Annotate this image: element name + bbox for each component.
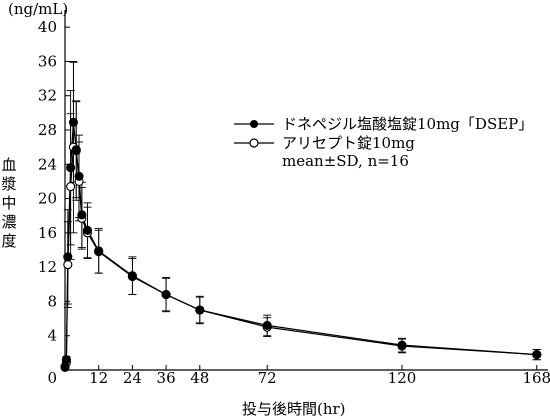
data-point-filled <box>127 271 137 281</box>
x-tick-label: 168 <box>522 369 550 387</box>
y-unit-label: (ng/mL) <box>8 0 69 18</box>
x-tick-label: 24 <box>123 369 142 387</box>
data-point-filled <box>262 320 272 330</box>
legend: ドネペジル塩酸塩錠10mg「DSEP」 アリセプト錠10mg mean±SD, … <box>234 115 533 171</box>
x-axis-title: 投与後時間(hr) <box>242 400 346 418</box>
y-axis-title-char: 漿 <box>1 175 17 193</box>
open-circle-marker-icon <box>234 138 274 148</box>
series-0 <box>62 61 541 367</box>
legend-label-dsep: ドネペジル塩酸塩錠10mg「DSEP」 <box>282 115 534 133</box>
data-point-filled <box>74 171 84 181</box>
y-axis-title-char: 度 <box>1 232 17 250</box>
y-axis-title-char: 血 <box>1 156 17 174</box>
data-point-filled <box>195 305 205 315</box>
series-1 <box>62 60 541 368</box>
y-ticks: 4 8 12 16 20 24 28 32 36 40 0 <box>38 18 70 387</box>
data-point-filled <box>397 340 407 350</box>
series-layer <box>60 60 542 372</box>
x-tick-label: 120 <box>388 369 417 387</box>
data-point-filled <box>61 355 71 365</box>
legend-item-aricept: アリセプト錠10mg <box>234 134 533 153</box>
data-point-filled <box>161 290 171 300</box>
data-point-open <box>66 182 76 192</box>
y-tick-label: 28 <box>38 121 57 139</box>
y-tick-label: 8 <box>47 292 57 310</box>
data-point-filled <box>66 163 76 173</box>
x-tick-label: 36 <box>157 369 176 387</box>
data-point-filled <box>82 225 93 235</box>
x-ticks: 12 24 36 48 72 120 168 <box>89 365 550 387</box>
data-point-filled <box>63 252 73 262</box>
data-point-open <box>63 260 73 270</box>
y-tick-label: 0 <box>47 369 57 387</box>
x-tick-label: 48 <box>190 369 209 387</box>
x-tick-label: 72 <box>258 369 277 387</box>
legend-note: mean±SD, n=16 <box>282 152 409 170</box>
y-tick-label: 4 <box>47 327 57 345</box>
x-tick-label: 12 <box>89 369 108 387</box>
y-tick-label: 24 <box>38 155 57 173</box>
y-axis-title: 血漿中濃度 <box>0 156 18 251</box>
data-point-filled <box>94 246 104 256</box>
y-tick-label: 32 <box>38 87 57 105</box>
series-line <box>64 145 537 368</box>
data-point-filled <box>532 350 542 360</box>
y-tick-label: 40 <box>38 18 57 36</box>
y-tick-label: 20 <box>38 190 57 208</box>
data-point-filled <box>71 145 81 155</box>
y-tick-label: 12 <box>38 258 57 276</box>
y-axis-title-char: 濃 <box>1 213 17 231</box>
data-point-filled <box>77 210 87 220</box>
legend-label-aricept: アリセプト錠10mg <box>282 133 415 152</box>
y-tick-label: 36 <box>38 52 57 70</box>
legend-item-dsep: ドネペジル塩酸塩錠10mg「DSEP」 <box>234 115 533 134</box>
data-point-filled <box>68 117 78 127</box>
y-tick-label: 16 <box>38 224 57 242</box>
filled-circle-marker-icon <box>234 120 274 129</box>
y-axis-title-char: 中 <box>1 194 17 212</box>
